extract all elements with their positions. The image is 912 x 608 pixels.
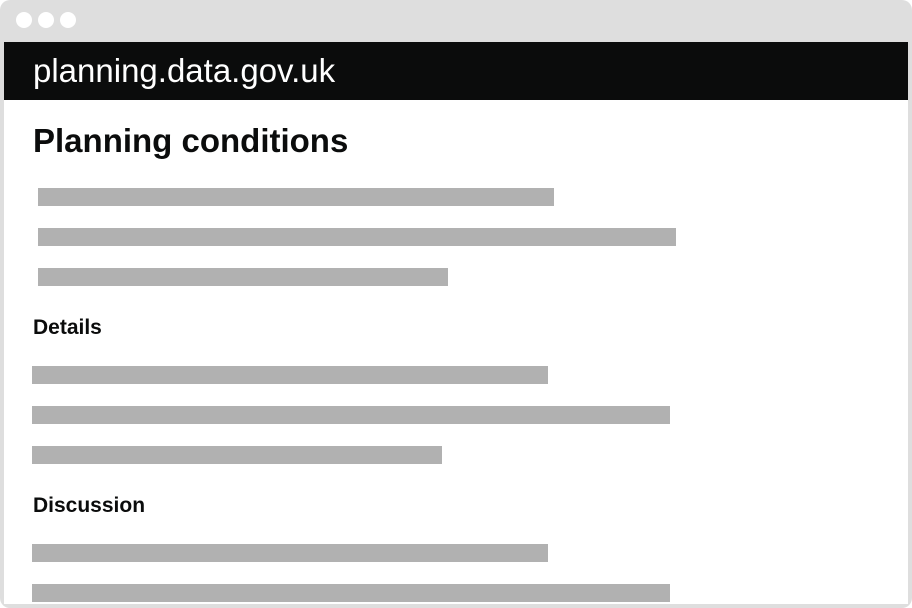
window-maximize-dot[interactable] bbox=[60, 12, 76, 28]
browser-titlebar bbox=[0, 0, 912, 42]
placeholder-text-line bbox=[38, 188, 554, 206]
browser-viewport: planning.data.gov.uk Planning conditions… bbox=[4, 42, 908, 604]
placeholder-text-line bbox=[32, 446, 442, 464]
placeholder-text-line bbox=[32, 406, 670, 424]
placeholder-text-line bbox=[32, 584, 670, 602]
site-title-link[interactable]: planning.data.gov.uk bbox=[33, 52, 336, 89]
window-minimize-dot[interactable] bbox=[38, 12, 54, 28]
site-header: planning.data.gov.uk bbox=[4, 42, 908, 100]
placeholder-text-line bbox=[38, 268, 448, 286]
section-heading-discussion: Discussion bbox=[33, 494, 146, 517]
window-close-dot[interactable] bbox=[16, 12, 32, 28]
placeholder-text-line bbox=[32, 366, 548, 384]
page-title: Planning conditions bbox=[33, 122, 349, 159]
section-heading-details: Details bbox=[33, 316, 102, 339]
placeholder-text-line bbox=[32, 544, 548, 562]
placeholder-text-line bbox=[38, 228, 676, 246]
